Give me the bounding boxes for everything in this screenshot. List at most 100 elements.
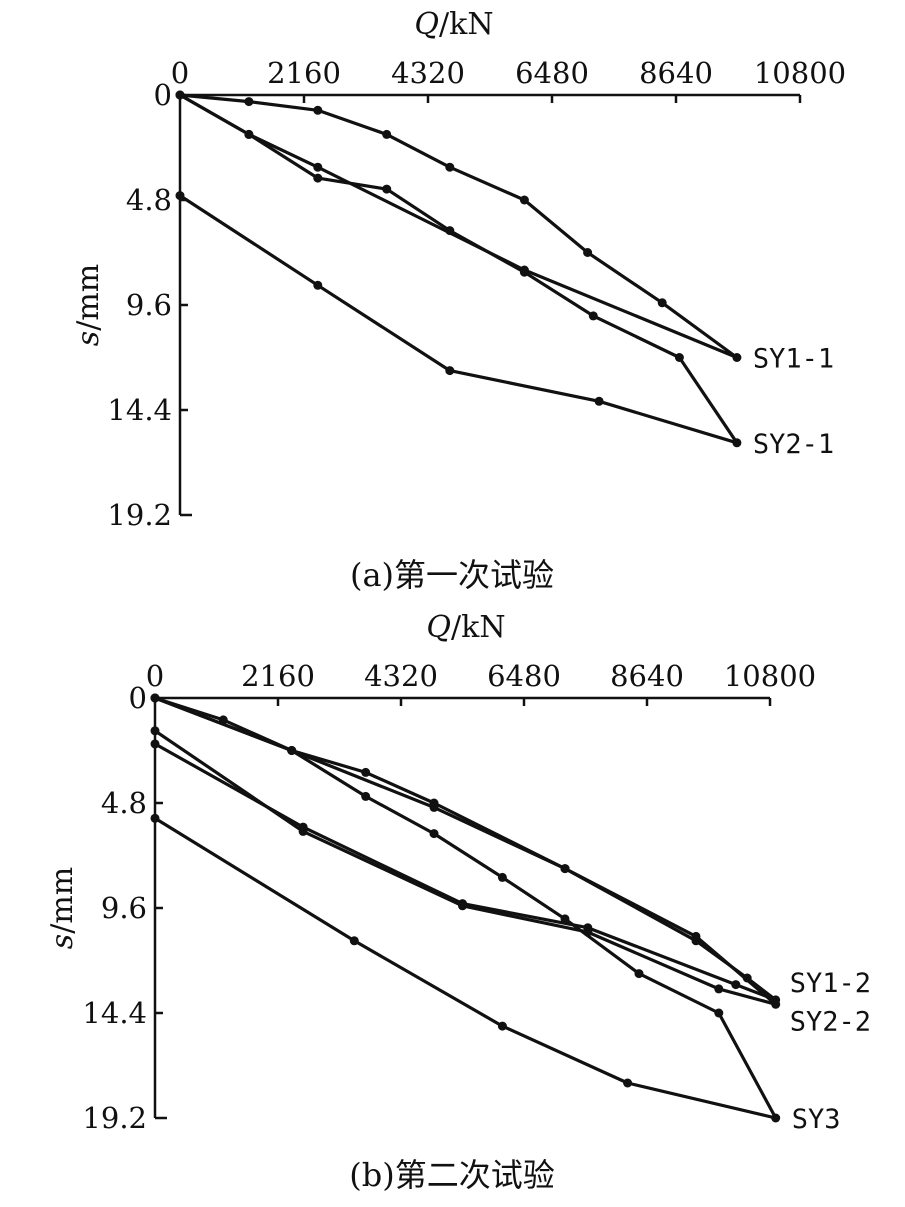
x-axis-title-unit: /kN <box>439 7 494 42</box>
svg-text:Q/kN: Q/kN <box>426 610 505 645</box>
data-point <box>583 927 593 937</box>
data-point <box>594 396 604 406</box>
data-point <box>714 1008 724 1018</box>
x-axis-title-q: Q <box>426 610 451 645</box>
data-point <box>691 931 701 941</box>
series-label-sy1-2: SY1-2 <box>790 968 871 999</box>
x-tick-label: 2160 <box>267 56 341 90</box>
x-tick-label: 8640 <box>639 56 713 90</box>
data-point <box>244 129 254 139</box>
data-point <box>731 980 741 990</box>
data-point <box>175 191 185 201</box>
series-label-sy2-1: SY2-1 <box>753 429 834 460</box>
x-tick-label: 6480 <box>487 659 561 693</box>
data-point <box>445 162 455 172</box>
x-tick-label: 4320 <box>364 659 438 693</box>
y-axis-title-unit: /mm <box>71 264 106 331</box>
x-tick-label: 10800 <box>754 56 846 90</box>
data-point <box>519 195 529 205</box>
data-point <box>429 802 439 812</box>
data-point <box>298 826 308 836</box>
data-point <box>361 767 371 777</box>
data-point <box>560 864 570 874</box>
series-line-sy2-1 <box>179 93 739 445</box>
data-point <box>150 693 160 703</box>
data-point <box>313 105 323 115</box>
caption-second-test: (b)第二次试验 <box>349 1156 554 1194</box>
data-point <box>623 1078 633 1088</box>
x-tick-label: 0 <box>171 56 189 90</box>
data-point <box>313 280 323 290</box>
series-line-sy3 <box>154 696 778 1006</box>
y-tick-label: 9.6 <box>101 891 147 925</box>
data-point <box>714 984 724 994</box>
chart-panel-first-test: Q/kN s/mm 0 2160 4320 6480 8640 10800 0 4.8 9.6… <box>71 7 846 594</box>
chart-panel-second-test: Q/kN s/mm 0 2160 4320 6480 8640 10800 0 4.8 9.6… <box>45 610 871 1194</box>
y-tick-label: 4.8 <box>101 786 147 820</box>
data-point <box>771 999 781 1009</box>
svg-text:s/mm: s/mm <box>71 264 106 346</box>
x-tick-label: 2160 <box>241 659 315 693</box>
data-point <box>244 97 254 107</box>
data-point <box>732 353 742 362</box>
data-point <box>445 226 455 236</box>
data-point <box>313 162 323 172</box>
y-axis-title: s/mm <box>71 264 106 346</box>
y-tick-labels: 0 4.8 9.6 14.4 19.2 <box>107 78 172 532</box>
data-point <box>175 90 185 100</box>
data-point <box>674 353 684 362</box>
y-tick-label: 0 <box>154 78 172 112</box>
x-axis-title-unit: /kN <box>451 610 506 645</box>
y-axis-title-unit: /mm <box>45 867 80 934</box>
data-point <box>445 366 455 376</box>
axes <box>178 93 802 517</box>
y-tick-label: 4.8 <box>126 183 172 217</box>
y-tick-label: 19.2 <box>107 498 172 532</box>
data-point <box>560 914 570 924</box>
data-point <box>634 969 644 979</box>
data-point <box>583 248 593 257</box>
y-tick-label: 9.6 <box>126 288 172 322</box>
axes <box>153 696 772 1120</box>
svg-text:Q/kN: Q/kN <box>414 7 493 42</box>
x-tick-label: 10800 <box>724 659 816 693</box>
series-label-sy2-2: SY2-2 <box>790 1006 871 1037</box>
y-axis-title: s/mm <box>45 867 80 949</box>
x-tick-label: 0 <box>146 659 164 693</box>
data-point <box>588 311 598 321</box>
data-point <box>313 173 323 183</box>
data-point <box>382 129 392 139</box>
y-tick-label: 14.4 <box>82 996 147 1030</box>
series-label-sy1-1: SY1-1 <box>753 344 834 375</box>
x-tick-label: 4320 <box>391 56 465 90</box>
data-point <box>150 726 160 736</box>
x-tick-labels: 0 2160 4320 6480 8640 10800 <box>146 659 816 693</box>
data-point <box>150 813 160 823</box>
data-point <box>771 1113 781 1123</box>
y-tick-label: 14.4 <box>107 393 172 427</box>
data-point <box>732 438 742 448</box>
data-point <box>349 936 359 946</box>
series-labels: SY1-1 SY2-1 <box>753 344 834 460</box>
data-point <box>361 791 371 801</box>
caption-first-test: (a)第一次试验 <box>350 556 554 594</box>
svg-text:s/mm: s/mm <box>45 867 80 949</box>
series-group <box>175 90 742 448</box>
series-line-sy1-2 <box>154 696 778 1002</box>
data-point <box>497 1021 507 1031</box>
x-axis-title-q: Q <box>414 7 439 42</box>
y-axis-title-s: s <box>45 934 80 949</box>
series-line-sy1-1 <box>179 93 739 360</box>
x-axis-title: Q/kN <box>414 7 493 42</box>
data-point <box>150 739 160 749</box>
data-point <box>287 746 297 755</box>
data-point <box>519 267 529 277</box>
series-label-sy3: SY3 <box>792 1104 841 1135</box>
data-point <box>458 901 467 911</box>
data-point <box>429 829 439 839</box>
x-tick-label: 6480 <box>515 56 589 90</box>
data-point <box>497 872 507 882</box>
y-axis-title-s: s <box>71 331 106 346</box>
x-axis-title: Q/kN <box>426 610 505 645</box>
